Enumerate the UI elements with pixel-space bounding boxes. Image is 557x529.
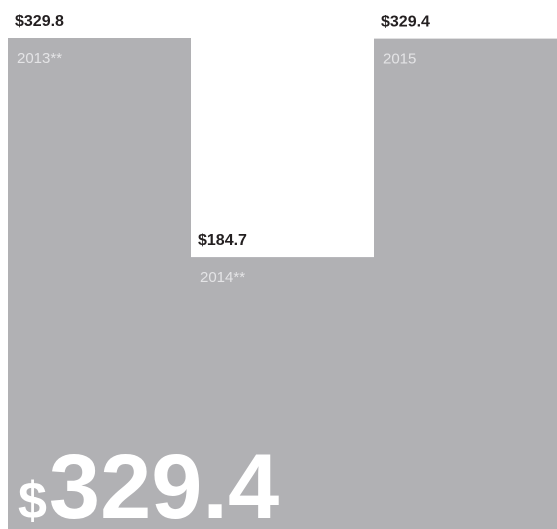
category-label: 2014** bbox=[200, 269, 245, 286]
headline-panel bbox=[8, 436, 557, 529]
value-label: $329.8 bbox=[15, 13, 64, 30]
category-label: 2013** bbox=[17, 50, 62, 67]
headline: $329.4 bbox=[18, 436, 279, 529]
value-label: $329.4 bbox=[381, 14, 430, 31]
value-label: $184.7 bbox=[198, 232, 247, 249]
category-label: 2015 bbox=[383, 51, 416, 68]
